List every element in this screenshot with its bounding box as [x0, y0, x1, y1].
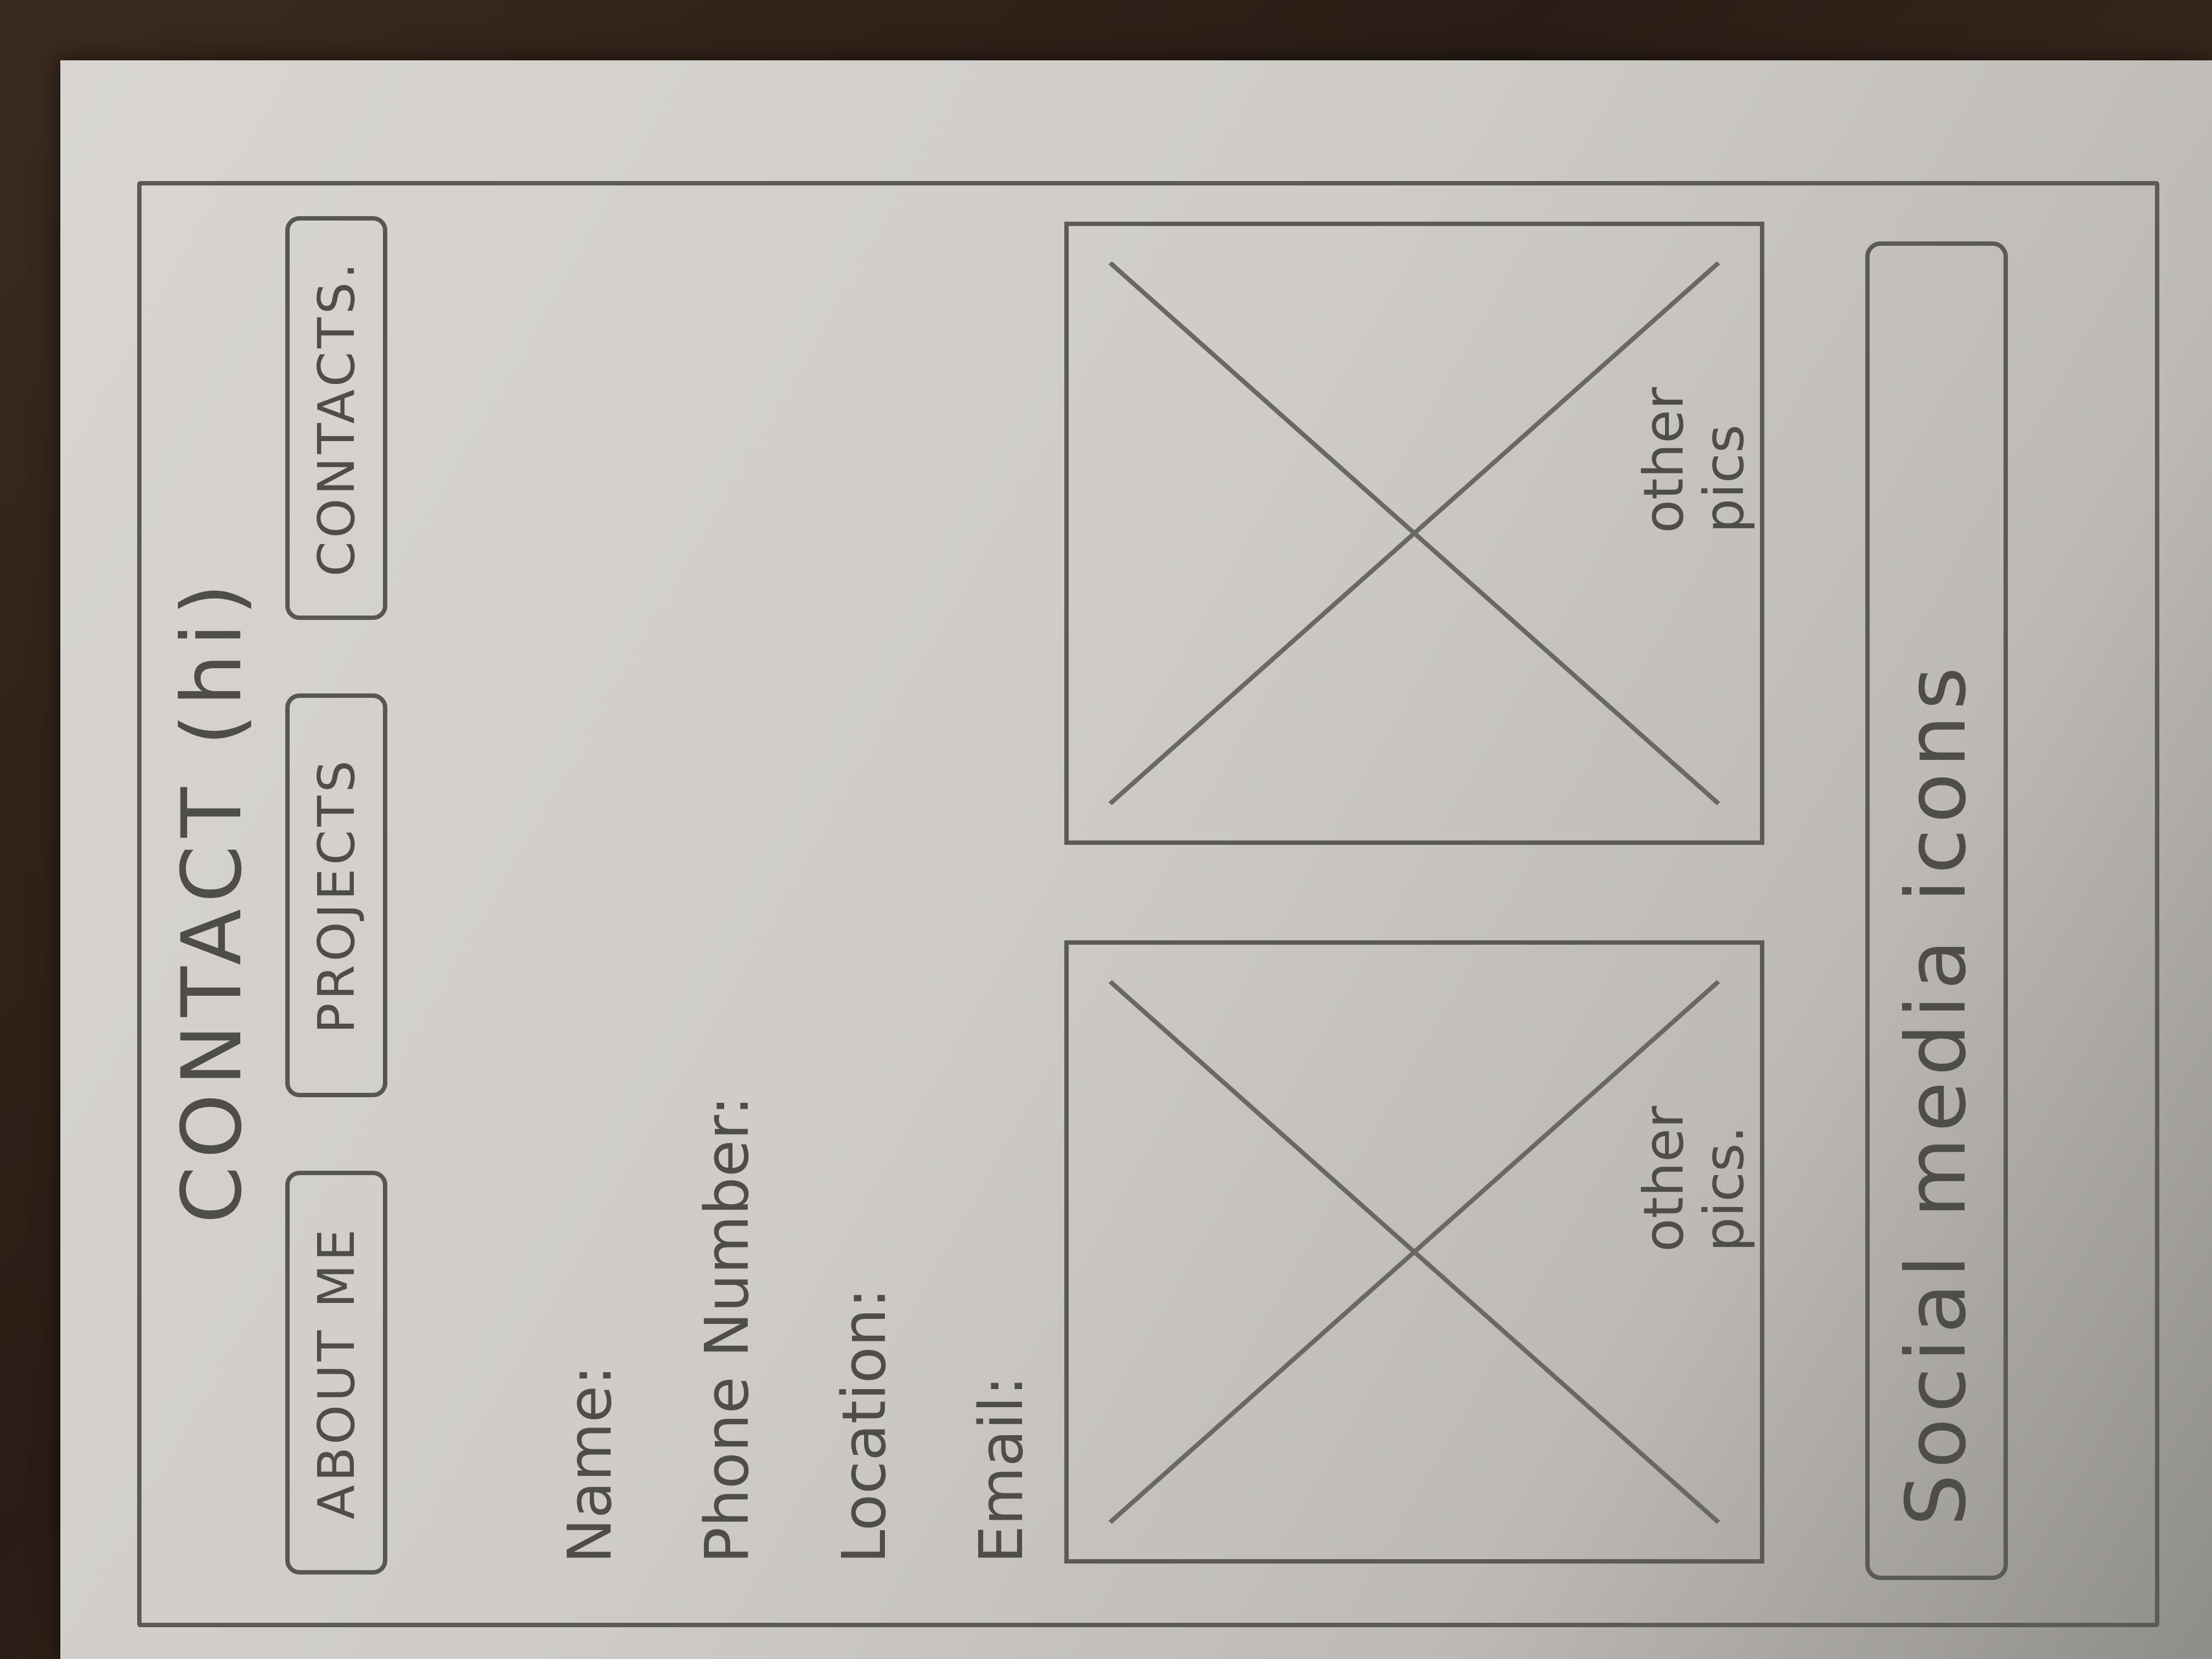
image-placeholder-label: other pics: [1632, 387, 1756, 533]
sketch-paper: [60, 60, 2212, 1659]
image-placeholder-label: other pics.: [1632, 1105, 1756, 1252]
wireframe-stage: CONTACT (hi) ABOUT ME PROJECTS CONTACTS.…: [137, 181, 2151, 1618]
page-title: CONTACT (hi): [165, 575, 260, 1224]
nav-projects-button[interactable]: PROJECTS: [285, 693, 387, 1097]
name-field-label: Name:: [555, 1365, 625, 1564]
phone-field-label: Phone Number:: [692, 1096, 762, 1564]
social-media-icons-bar[interactable]: Social media icons: [1865, 241, 2008, 1580]
email-field-label: Email:: [966, 1375, 1036, 1564]
location-field-label: Location:: [829, 1288, 899, 1564]
image-placeholder-right: other pics: [1064, 222, 1764, 845]
nav-about-me-button[interactable]: ABOUT ME: [285, 1171, 387, 1575]
nav-bar: ABOUT ME PROJECTS CONTACTS.: [285, 187, 390, 1613]
contact-fields: Name: Phone Number: Location: Email:: [521, 1096, 1070, 1564]
page-frame: [137, 181, 2159, 1627]
placeholder-x-icon: [1108, 980, 1720, 1524]
nav-contacts-button[interactable]: CONTACTS.: [285, 216, 387, 620]
placeholder-x-icon: [1108, 261, 1720, 805]
image-placeholder-left: other pics.: [1064, 940, 1764, 1564]
wireframe-page: CONTACT (hi) ABOUT ME PROJECTS CONTACTS.…: [143, 187, 2145, 1613]
